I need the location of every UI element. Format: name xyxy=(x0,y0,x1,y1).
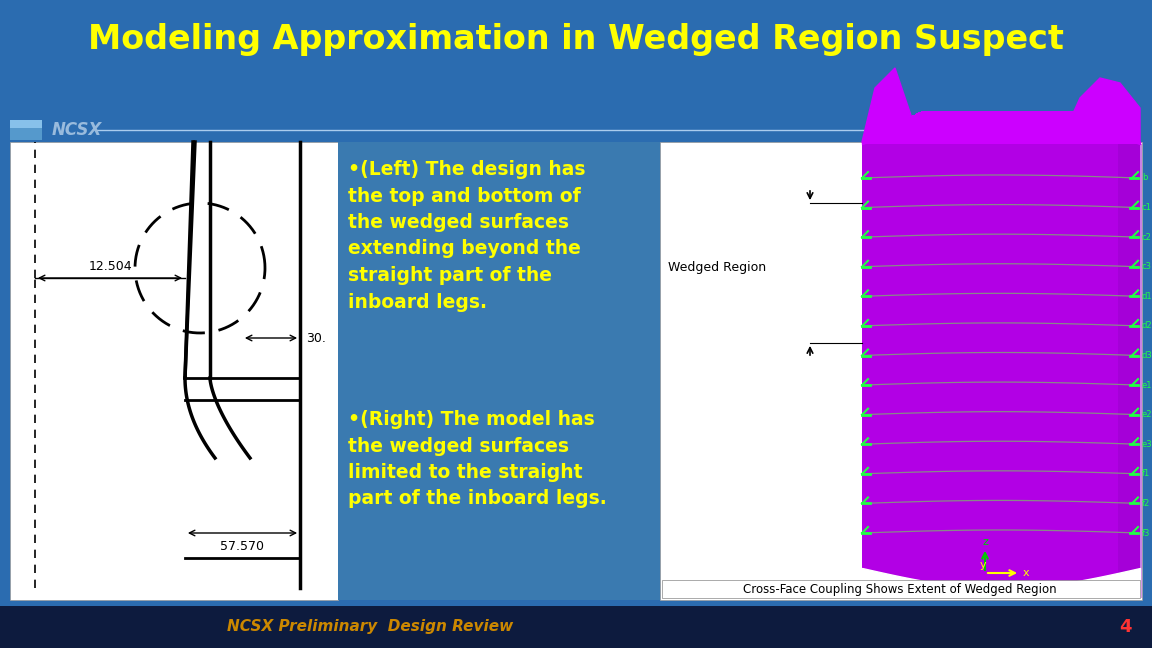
Bar xyxy=(871,135,1131,139)
Bar xyxy=(904,119,1098,123)
Bar xyxy=(915,114,1087,118)
Text: 57.570: 57.570 xyxy=(220,540,264,553)
Bar xyxy=(874,134,1128,138)
Bar xyxy=(884,144,902,598)
Bar xyxy=(916,113,1086,117)
Bar xyxy=(866,138,1136,142)
Bar xyxy=(872,135,1129,139)
Bar xyxy=(902,144,922,598)
Text: x: x xyxy=(1023,568,1030,578)
Bar xyxy=(879,132,1123,135)
Text: e2: e2 xyxy=(1142,410,1152,419)
Text: •(Right) The model has
the wedged surfaces
limited to the straight
part of the i: •(Right) The model has the wedged surfac… xyxy=(348,410,607,509)
Bar xyxy=(880,131,1122,135)
Bar xyxy=(882,130,1119,133)
Bar xyxy=(10,142,338,600)
Bar xyxy=(870,136,1132,140)
Text: f1: f1 xyxy=(1142,469,1150,478)
Bar xyxy=(889,126,1113,130)
Text: f2: f2 xyxy=(1142,499,1150,508)
Bar xyxy=(10,120,41,140)
Bar xyxy=(881,130,1121,134)
Bar xyxy=(909,117,1093,121)
Text: 4: 4 xyxy=(1119,618,1131,636)
Bar xyxy=(0,606,1152,648)
Bar xyxy=(890,126,1112,130)
Bar xyxy=(10,120,41,128)
Text: 12.504: 12.504 xyxy=(89,260,131,273)
Bar xyxy=(896,122,1106,127)
Text: Modeling Approximation in Wedged Region Suspect: Modeling Approximation in Wedged Region … xyxy=(88,23,1064,56)
Bar xyxy=(920,111,1082,115)
Text: 30.: 30. xyxy=(306,332,326,345)
Bar xyxy=(917,112,1084,116)
Bar xyxy=(977,144,1011,598)
Polygon shape xyxy=(862,68,920,142)
Text: c1: c1 xyxy=(1142,203,1152,212)
Bar xyxy=(662,144,862,598)
Bar xyxy=(894,124,1108,128)
Bar xyxy=(877,132,1126,137)
Bar xyxy=(867,137,1134,141)
Bar xyxy=(1052,144,1097,598)
Bar xyxy=(1117,144,1140,598)
Bar xyxy=(902,120,1099,124)
Bar xyxy=(914,115,1089,119)
Bar xyxy=(862,144,1140,598)
Text: d1: d1 xyxy=(1142,292,1152,301)
Bar xyxy=(910,116,1092,120)
Bar xyxy=(901,121,1101,124)
Text: c3: c3 xyxy=(1142,262,1152,272)
Bar xyxy=(1011,144,1052,598)
Text: Cross-Face Coupling Shows Extent of Wedged Region: Cross-Face Coupling Shows Extent of Wedg… xyxy=(743,583,1056,596)
Bar xyxy=(911,115,1091,119)
Bar xyxy=(886,128,1116,132)
Bar xyxy=(1097,144,1142,598)
Bar xyxy=(887,127,1114,132)
Text: d3: d3 xyxy=(1142,351,1152,360)
Bar xyxy=(876,133,1127,137)
Bar xyxy=(895,124,1107,128)
Bar xyxy=(864,139,1138,143)
Text: c2: c2 xyxy=(1142,233,1152,242)
Bar xyxy=(865,139,1137,143)
Text: z: z xyxy=(982,537,988,547)
Text: d2: d2 xyxy=(1142,321,1152,330)
Text: •(Left) The design has
the top and bottom of
the wedged surfaces
extending beyon: •(Left) The design has the top and botto… xyxy=(348,160,585,312)
Bar xyxy=(922,144,947,598)
Bar xyxy=(662,580,1140,598)
Text: Wedged Region: Wedged Region xyxy=(668,262,766,275)
Bar xyxy=(862,144,884,598)
Bar xyxy=(919,111,1083,115)
Bar xyxy=(892,125,1111,129)
Bar xyxy=(907,117,1096,122)
Bar xyxy=(862,140,1140,144)
Bar xyxy=(885,129,1117,133)
Text: y: y xyxy=(980,560,986,570)
Bar xyxy=(900,121,1102,125)
Text: e3: e3 xyxy=(1142,440,1152,449)
Bar xyxy=(947,144,977,598)
Text: f3: f3 xyxy=(1142,529,1151,537)
Text: e1: e1 xyxy=(1142,380,1152,389)
Text: b: b xyxy=(1142,174,1147,183)
Bar xyxy=(899,122,1104,126)
Text: NCSX Preliminary  Design Review: NCSX Preliminary Design Review xyxy=(227,619,513,634)
Bar xyxy=(660,142,1142,600)
Polygon shape xyxy=(1060,78,1140,142)
Bar xyxy=(905,118,1097,122)
Text: NCSX: NCSX xyxy=(52,121,103,139)
Bar xyxy=(338,142,660,600)
